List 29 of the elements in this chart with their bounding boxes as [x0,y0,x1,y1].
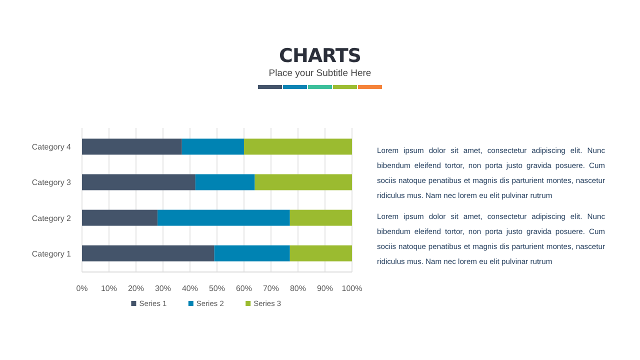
x-tick-label: 0% [76,284,88,293]
x-tick-label: 40% [182,284,198,293]
bar [290,245,352,262]
bar [254,174,352,190]
bar [290,210,352,226]
x-tick-label: 90% [316,284,334,293]
y-tick-label: Category 1 [32,249,72,258]
x-tick-label: 20% [128,284,144,293]
x-tick-label: 30% [154,284,172,293]
bar [82,138,182,155]
chart-title: CHARTS [279,45,361,67]
bar [244,138,352,155]
chart-subtitle: Place your Subtitle Here [268,68,372,79]
bar [182,138,244,155]
bar [82,210,158,226]
y-tick-label: Category 2 [32,214,72,223]
x-tick-label: 80% [290,284,306,293]
x-tick-label: 100% [342,284,362,293]
x-tick-label: 60% [236,284,252,293]
y-tick-label: Category 4 [32,142,72,152]
bar [158,210,290,226]
y-tick-label: Category 3 [32,178,72,188]
bar [82,245,214,262]
x-tick-label: 70% [262,284,280,293]
x-tick-label: 10% [100,284,118,293]
bar [82,174,196,190]
bar [195,174,255,190]
x-tick-label: 50% [208,284,226,293]
bar [214,245,290,262]
